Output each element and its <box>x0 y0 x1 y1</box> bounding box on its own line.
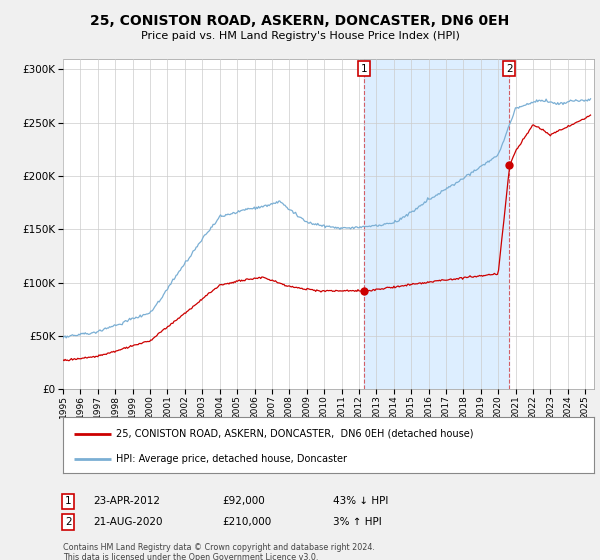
Text: 1: 1 <box>361 64 368 74</box>
Text: £92,000: £92,000 <box>222 496 265 506</box>
Text: £210,000: £210,000 <box>222 517 271 527</box>
Bar <box>364 59 509 389</box>
Text: 2: 2 <box>506 64 513 74</box>
Text: Price paid vs. HM Land Registry's House Price Index (HPI): Price paid vs. HM Land Registry's House … <box>140 31 460 41</box>
Text: 1: 1 <box>65 496 71 506</box>
Text: 21-AUG-2020: 21-AUG-2020 <box>93 517 163 527</box>
Text: 43% ↓ HPI: 43% ↓ HPI <box>333 496 388 506</box>
Text: This data is licensed under the Open Government Licence v3.0.: This data is licensed under the Open Gov… <box>63 553 319 560</box>
Text: 25, CONISTON ROAD, ASKERN, DONCASTER,  DN6 0EH (detached house): 25, CONISTON ROAD, ASKERN, DONCASTER, DN… <box>116 429 473 439</box>
Text: 25, CONISTON ROAD, ASKERN, DONCASTER, DN6 0EH: 25, CONISTON ROAD, ASKERN, DONCASTER, DN… <box>91 14 509 28</box>
Text: 23-APR-2012: 23-APR-2012 <box>93 496 160 506</box>
Text: 2: 2 <box>65 517 71 527</box>
Text: 3% ↑ HPI: 3% ↑ HPI <box>333 517 382 527</box>
Text: HPI: Average price, detached house, Doncaster: HPI: Average price, detached house, Donc… <box>116 454 347 464</box>
Text: Contains HM Land Registry data © Crown copyright and database right 2024.: Contains HM Land Registry data © Crown c… <box>63 543 375 552</box>
